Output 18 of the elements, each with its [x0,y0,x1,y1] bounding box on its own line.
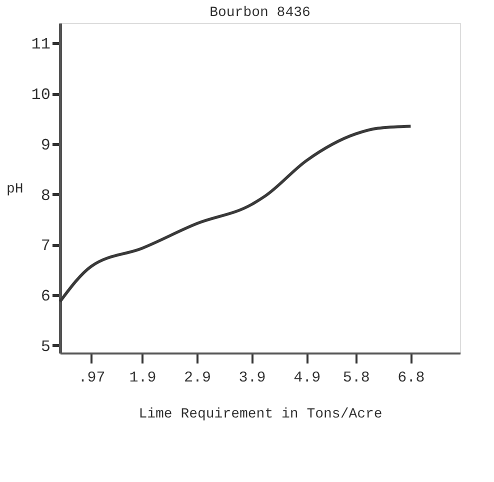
x-axis-title: Lime Requirement in Tons/Acre [138,406,382,422]
y-tick-label: 8 [40,186,50,205]
y-tick-label: 11 [31,36,50,54]
y-tick-label: 9 [40,136,50,154]
x-tick-label: 5.8 [342,370,370,386]
x-tick-label: .97 [78,370,106,386]
x-tick-label: 4.9 [294,370,321,386]
line-series [58,124,412,304]
x-tick-label: 1.9 [129,370,156,386]
y-tick-label: 6 [40,288,50,306]
chart-title: Bourbon 8436 [210,5,310,21]
x-tick-label: 6.8 [398,370,425,386]
x-tick-label: 3.9 [238,370,266,386]
y-tick-label: 7 [40,237,50,256]
y-tick-label: 10 [31,86,50,104]
y-tick-label: 5 [40,338,50,356]
x-tick-label: 2.9 [184,370,211,386]
y-axis-title: pH [6,182,24,198]
